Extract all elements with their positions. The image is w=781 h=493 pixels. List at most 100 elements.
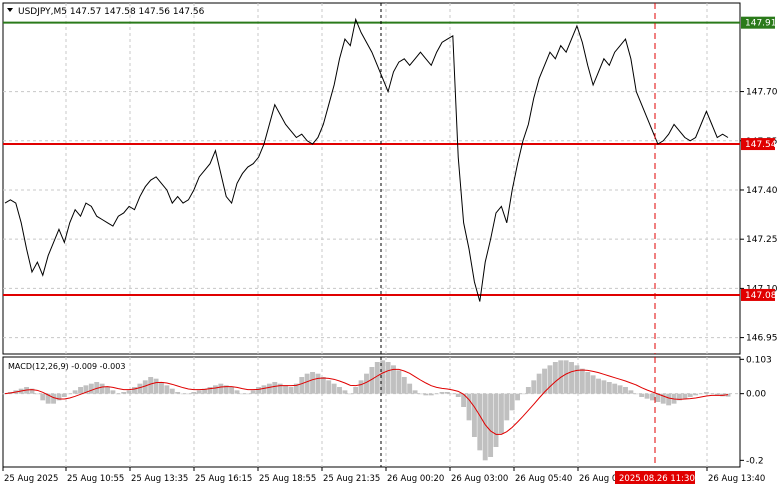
time-tick-label: 26 Aug 00:20 (387, 474, 444, 484)
macd-bar (412, 390, 418, 394)
macd-bar (320, 377, 326, 394)
time-tick-label: 25 Aug 18:55 (259, 474, 316, 484)
macd-bar (353, 387, 359, 394)
macd-bar (391, 365, 396, 394)
price-level-tag (741, 288, 775, 301)
macd-bar (202, 388, 208, 394)
macd-bar (72, 390, 78, 394)
macd-bar (385, 362, 391, 394)
macd-bar (509, 393, 515, 411)
price-level-label: 147.91 (745, 19, 777, 29)
price-line (4, 17, 729, 302)
time-tick-label: 25 Aug 13:35 (131, 474, 188, 484)
macd-bar (99, 383, 105, 394)
time-tick-label: 26 Aug 0 (579, 474, 617, 484)
macd-bar (623, 387, 628, 394)
macd-bar (347, 393, 353, 395)
macd-bar (288, 387, 294, 394)
macd-bar (542, 368, 547, 394)
time-tick-label: 25 Aug 10:55 (67, 474, 124, 484)
macd-bar (579, 368, 585, 394)
macd-bar (45, 393, 51, 404)
macd-bar (299, 377, 305, 394)
macd-signal-line (4, 368, 729, 435)
macd-bar (239, 393, 245, 395)
macd-bar (650, 393, 655, 401)
macd-bar (569, 362, 574, 394)
macd-bar (407, 383, 413, 394)
macd-tick-label: -0.2 (746, 456, 764, 466)
macd-bar (105, 387, 110, 394)
time-tick-label: 26 Aug 05:40 (515, 474, 572, 484)
macd-bar (115, 393, 121, 395)
macd-bar (401, 377, 407, 394)
macd-bar (380, 360, 386, 394)
macd-bar (682, 393, 688, 399)
macd-bar (218, 383, 224, 394)
macd-bar (525, 387, 531, 394)
macd-bar (51, 393, 57, 404)
macd-bar (515, 393, 521, 401)
price-scale[interactable]: 147.70147.55147.40147.25147.10146.95147.… (740, 16, 778, 344)
macd-bar (186, 393, 191, 395)
time-tick-label: 26 Aug 03:00 (451, 474, 508, 484)
macd-scale[interactable]: 0.103 0.00 -0.2 (740, 355, 772, 466)
time-axis[interactable]: 25 Aug 2025 25 Aug 10:55 25 Aug 13:35 25 Au… (2, 467, 765, 484)
macd-bar (444, 392, 450, 394)
macd-bar (164, 385, 170, 394)
price-level-label: 147.54 (745, 140, 777, 150)
macd-bar (450, 393, 456, 395)
macd-bar (633, 393, 639, 395)
time-tick-label: 26 Aug 13:40 (708, 474, 765, 484)
time-tick-label: 25 Aug 2025 (4, 474, 58, 484)
macd-vertical-markers (380, 357, 656, 467)
macd-bar (234, 390, 240, 394)
macd-bar (547, 365, 553, 394)
macd-bar (687, 393, 693, 397)
macd-bar (628, 390, 634, 394)
macd-bar (439, 392, 445, 394)
chevron-down-icon[interactable] (7, 8, 13, 12)
macd-bar (34, 393, 40, 395)
macd-bar (418, 393, 423, 395)
price-pane-frame (2, 2, 741, 355)
macd-bar (596, 378, 601, 394)
macd-bar (153, 378, 159, 394)
price-tick-label: 147.25 (746, 235, 778, 245)
macd-bar (703, 392, 709, 394)
macd-tick-label: 0.103 (746, 355, 772, 365)
macd-bar (56, 393, 62, 401)
level-lines[interactable] (3, 21, 740, 296)
macd-bar (574, 365, 580, 394)
price-tick-label: 146.95 (746, 334, 778, 344)
macd-bar (261, 385, 267, 394)
macd-bar (660, 393, 666, 404)
time-tick-label: 25 Aug 21:35 (323, 474, 380, 484)
macd-bar (266, 383, 272, 394)
macd-bar (272, 382, 278, 394)
macd-bar (326, 380, 332, 394)
macd-bar (714, 393, 720, 396)
macd-bar (169, 388, 175, 394)
macd-pane[interactable]: MACD(12,26,9) -0.009 -0.003 (2, 356, 741, 468)
macd-bar (369, 367, 375, 394)
price-grid (3, 3, 740, 354)
macd-bar (639, 393, 645, 397)
macd-bar (498, 393, 504, 434)
price-pane[interactable]: USDJPY,M5 147.57 147.58 147.56 147.56 (2, 2, 741, 355)
macd-bar (493, 393, 499, 447)
price-tick-label: 147.40 (746, 186, 778, 196)
macd-bar (617, 385, 623, 394)
macd-bar (644, 393, 650, 399)
macd-bar (191, 392, 197, 394)
macd-bar (196, 390, 202, 394)
price-level-tag (741, 16, 775, 29)
macd-bar (536, 373, 542, 394)
macd-bar (223, 385, 229, 394)
macd-bar (477, 393, 483, 451)
macd-bar (277, 383, 283, 394)
macd-bar (256, 387, 262, 394)
macd-bar (342, 390, 348, 394)
